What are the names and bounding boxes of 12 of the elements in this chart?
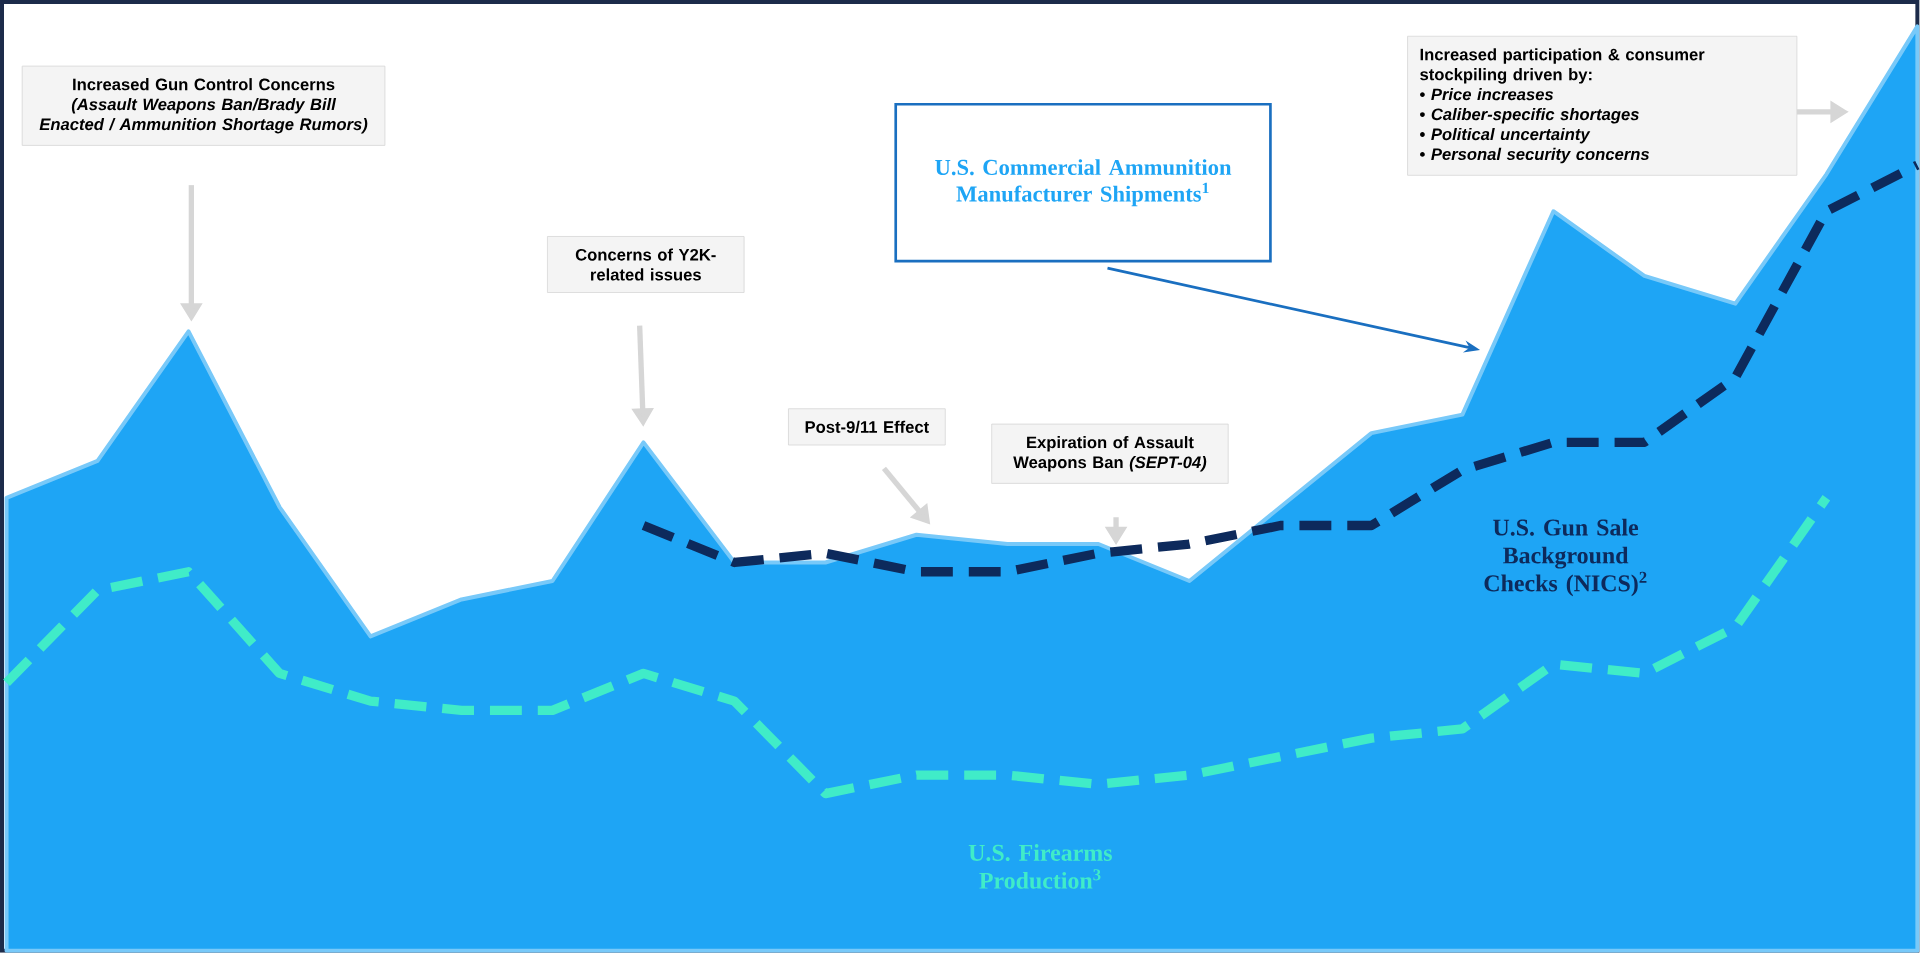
annotation: Increased Gun Control Concerns (Assault Weapons Ban/Brady Bill Enacted / Ammunition Shortage Rumors) — [39, 78, 368, 134]
annotation: Concerns of Y2K-related issues — [575, 248, 716, 281]
annotation: Expiration of Assault Weapons Ban (SEPT-04) — [1013, 436, 1207, 472]
annotation: Increased participation & consumer stockpiling driven by: — [1420, 48, 1705, 84]
annotation: • Personal security concerns — [1420, 147, 1650, 164]
text: U.S. Commercial Ammunition Manufacturer Shipments$^{1}$ — [935, 159, 1232, 207]
annotation: Post-9/11 Effect — [805, 420, 929, 434]
text: U.S. Gun Sale Background Checks (NICS)$^{2}$ — [1484, 518, 1647, 597]
annotation: • Price increases — [1420, 88, 1554, 101]
annotation: • Caliber-specific shortages — [1420, 108, 1639, 124]
text: U.S. Firearms Production$^{3}$ — [968, 844, 1112, 889]
annotation: • Political uncertainty — [1420, 128, 1591, 144]
